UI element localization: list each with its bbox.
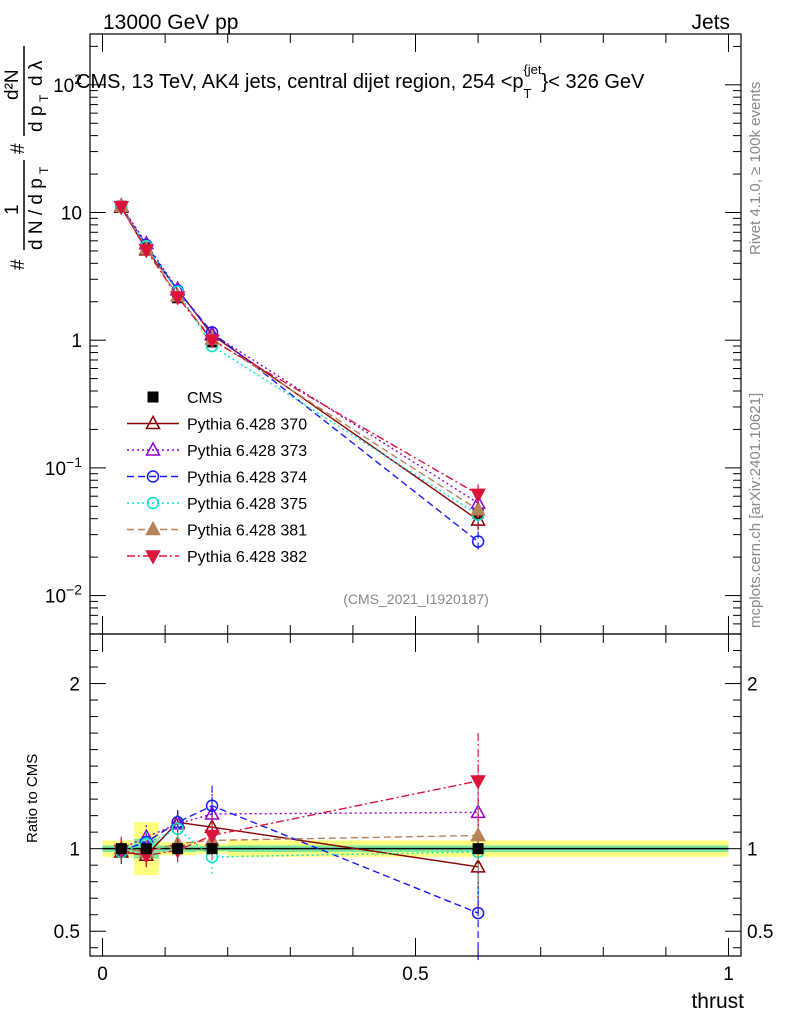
point-pythia-6-428-374 — [471, 535, 485, 548]
ratio-frame — [89, 633, 742, 957]
series-line-pythia-6-428-381 — [120, 205, 479, 511]
title-sup: {jet — [523, 62, 541, 77]
title-sub: T — [524, 86, 532, 101]
svg-text:d p: d p — [26, 106, 47, 132]
ratio-line-pythia-6-428-374 — [121, 804, 479, 914]
ratio-y-tick-label-right: 0.5 — [747, 922, 773, 943]
y-tick-label: 10 — [61, 203, 82, 224]
x-tick-label: 0 — [97, 964, 108, 985]
legend-label: Pythia 6.428 375 — [187, 496, 307, 513]
ratio-y-tick-label: 1 — [69, 840, 80, 861]
ratio-y-tick-label: 0.5 — [54, 922, 80, 943]
mcplots-label: mcplots.cern.ch [arXiv:2401.10621] — [747, 393, 764, 628]
ratio-ylabel: Ratio to CMS — [24, 754, 41, 843]
svg-text:1: 1 — [2, 204, 23, 215]
y-tick-label: 10−1 — [45, 454, 82, 480]
rivet-label: Rivet 4.1.0, ≥ 100k events — [747, 82, 764, 255]
ratio-point-cms — [206, 843, 218, 855]
analysis-id: (CMS_2021_I1920187) — [343, 591, 489, 607]
x-tick-label: 1 — [723, 964, 734, 985]
legend-marker — [146, 496, 160, 510]
ratio-point-cms — [140, 843, 152, 855]
series-line-pythia-6-428-374 — [120, 206, 479, 543]
svg-text:d λ: d λ — [26, 60, 47, 86]
legend-label: Pythia 6.428 381 — [187, 523, 307, 540]
legend-marker — [147, 391, 159, 403]
ratio-point-pythia-6-428-381 — [470, 826, 486, 842]
point-pythia-6-428-382 — [470, 488, 486, 503]
svg-text:#: # — [8, 143, 29, 154]
svg-text:T: T — [37, 166, 51, 174]
legend-marker — [145, 441, 161, 456]
series-line-pythia-6-428-382 — [120, 206, 479, 495]
legend-marker — [145, 550, 161, 565]
legend-marker — [145, 414, 161, 430]
ratio-point-pythia-6-428-382 — [470, 775, 486, 790]
svg-text:d N / d p: d N / d p — [26, 178, 47, 250]
y-tick-label: 10−2 — [45, 582, 82, 608]
title-prefix: CMS, 13 TeV, AK4 jets, central dijet reg… — [76, 71, 524, 93]
point-pythia-6-428-382 — [169, 291, 186, 306]
point-pythia-6-428-381 — [470, 501, 486, 516]
y-tick-label: 102 — [53, 71, 82, 97]
ratio-y-tick-label-right: 2 — [747, 675, 758, 696]
svg-text:T: T — [37, 94, 51, 102]
x-tick-label: 0.5 — [402, 964, 428, 985]
ratio-y-tick-label: 2 — [69, 675, 80, 696]
y-tick-label: 1 — [71, 331, 82, 352]
legend-marker — [146, 470, 160, 483]
chart-title: CMS, 13 TeV, AK4 jets, central dijet reg… — [76, 62, 645, 101]
ratio-point-pythia-6-428-374 — [471, 906, 485, 920]
legend-marker — [145, 520, 161, 536]
header-right: Jets — [691, 11, 730, 34]
legend-label: Pythia 6.428 370 — [187, 417, 307, 434]
header-left: 13000 GeV pp — [103, 11, 238, 34]
legend-label: CMS — [187, 390, 223, 407]
x-axis-label: thrust — [691, 990, 744, 1013]
main-ylabel: # 1 d N / d p T # d²N d p T d λ — [2, 46, 51, 270]
title-suffix: }< 326 GeV — [542, 71, 646, 93]
ratio-line-pythia-6-428-382 — [121, 780, 479, 856]
ratio-point-pythia-6-428-374 — [205, 799, 219, 812]
legend-label: Pythia 6.428 382 — [187, 549, 307, 566]
point-pythia-6-428-382 — [138, 244, 155, 259]
point-pythia-6-428-382 — [204, 334, 220, 349]
legend-label: Pythia 6.428 373 — [187, 443, 307, 460]
ratio-point-pythia-6-428-382 — [204, 829, 220, 845]
ratio-point-cms — [472, 843, 484, 855]
ratio-point-cms — [115, 843, 127, 855]
ratio-point-cms — [172, 843, 184, 855]
svg-text:#: # — [8, 259, 29, 270]
point-pythia-6-428-382 — [113, 200, 130, 216]
legend-label: Pythia 6.428 374 — [187, 470, 307, 487]
ratio-y-tick-label-right: 1 — [747, 840, 758, 861]
main-frame — [89, 33, 742, 635]
svg-text:d²N: d²N — [2, 69, 23, 100]
